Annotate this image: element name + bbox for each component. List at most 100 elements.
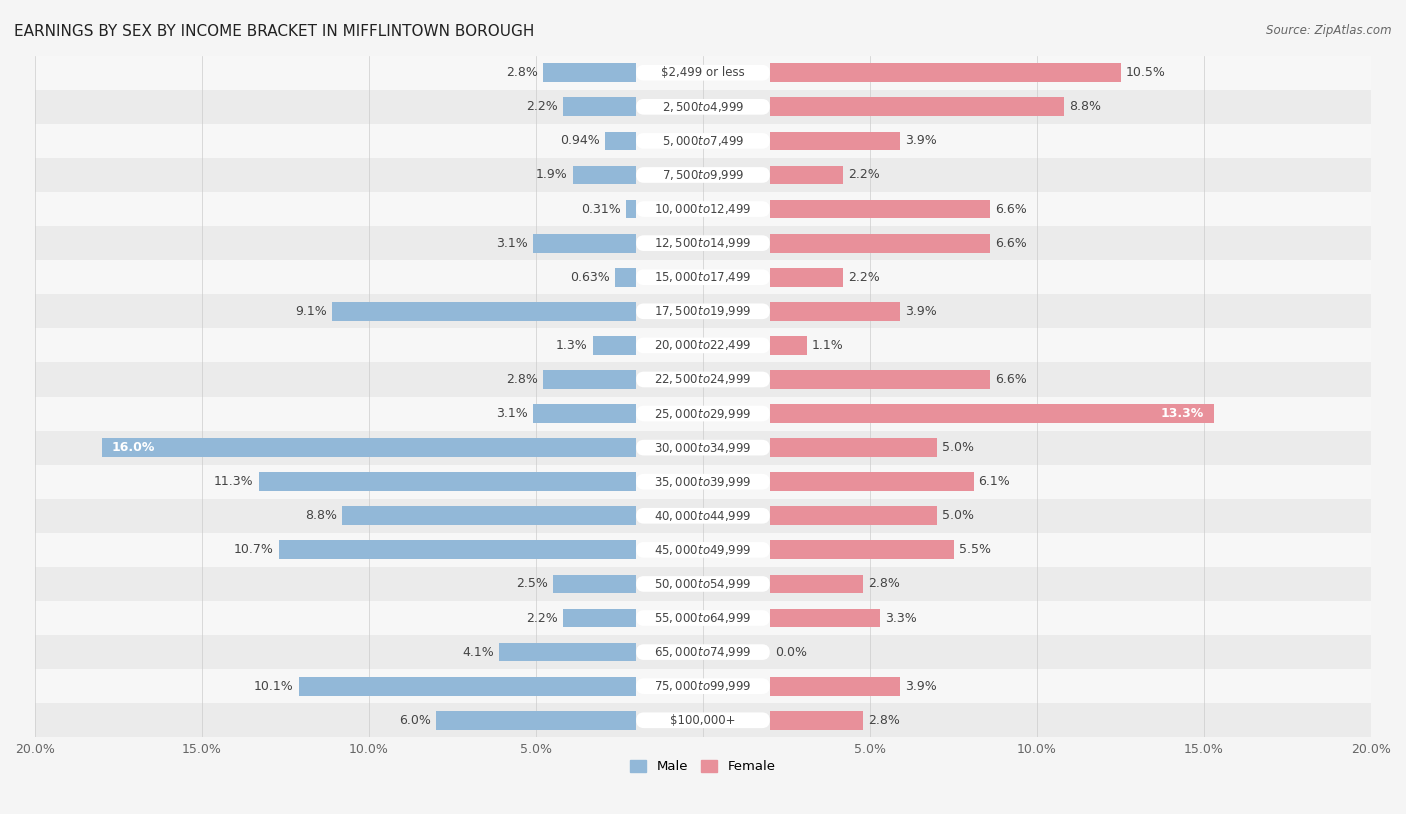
Text: 3.9%: 3.9% [905,680,936,693]
Text: $5,000 to $7,499: $5,000 to $7,499 [662,133,744,148]
Text: 2.2%: 2.2% [526,100,558,113]
Text: 2.8%: 2.8% [869,577,900,590]
Bar [35,601,1371,635]
Text: 6.6%: 6.6% [995,237,1026,250]
Text: 10.7%: 10.7% [233,544,274,556]
Text: 9.1%: 9.1% [295,304,328,317]
Text: 8.8%: 8.8% [1069,100,1101,113]
Text: $55,000 to $64,999: $55,000 to $64,999 [654,611,752,625]
Bar [770,234,990,252]
Bar [35,294,1371,328]
FancyBboxPatch shape [636,405,770,422]
Bar [770,711,863,729]
Bar [605,132,636,151]
Bar [35,90,1371,124]
FancyBboxPatch shape [636,269,770,285]
Bar [35,328,1371,362]
Text: 6.0%: 6.0% [399,714,430,727]
Bar [770,165,844,184]
Text: $75,000 to $99,999: $75,000 to $99,999 [654,679,752,694]
Text: $20,000 to $22,499: $20,000 to $22,499 [654,339,752,352]
Bar [616,268,636,287]
FancyBboxPatch shape [636,440,770,456]
Text: 4.1%: 4.1% [463,646,495,659]
Bar [770,199,990,218]
Text: 3.1%: 3.1% [496,407,527,420]
Bar [259,472,636,491]
Text: $17,500 to $19,999: $17,500 to $19,999 [654,304,752,318]
Text: 1.3%: 1.3% [555,339,588,352]
FancyBboxPatch shape [636,133,770,149]
Bar [299,676,636,695]
FancyBboxPatch shape [636,167,770,183]
Bar [770,132,900,151]
Text: $2,499 or less: $2,499 or less [661,66,745,79]
Bar [35,431,1371,465]
FancyBboxPatch shape [636,644,770,660]
Bar [770,302,900,321]
Bar [770,98,1064,116]
Text: $7,500 to $9,999: $7,500 to $9,999 [662,168,744,182]
Text: 5.5%: 5.5% [959,544,991,556]
Text: Source: ZipAtlas.com: Source: ZipAtlas.com [1267,24,1392,37]
Bar [35,158,1371,192]
Text: 10.5%: 10.5% [1126,66,1166,79]
Text: 13.3%: 13.3% [1161,407,1204,420]
FancyBboxPatch shape [636,474,770,489]
FancyBboxPatch shape [636,576,770,592]
Text: 1.9%: 1.9% [536,168,568,182]
Text: 6.6%: 6.6% [995,373,1026,386]
Bar [533,234,636,252]
Bar [553,575,636,593]
Bar [499,643,636,662]
Text: 1.1%: 1.1% [811,339,844,352]
Text: 2.2%: 2.2% [526,611,558,624]
Text: 3.1%: 3.1% [496,237,527,250]
FancyBboxPatch shape [636,712,770,728]
Bar [770,405,1213,423]
FancyBboxPatch shape [636,201,770,217]
Bar [35,703,1371,737]
Text: $35,000 to $39,999: $35,000 to $39,999 [654,475,752,488]
Text: EARNINGS BY SEX BY INCOME BRACKET IN MIFFLINTOWN BOROUGH: EARNINGS BY SEX BY INCOME BRACKET IN MIF… [14,24,534,39]
Bar [562,98,636,116]
FancyBboxPatch shape [636,338,770,353]
Bar [770,438,936,457]
Text: 2.8%: 2.8% [506,373,537,386]
Bar [342,506,636,525]
Bar [770,472,973,491]
Bar [593,336,636,355]
Text: 10.1%: 10.1% [254,680,294,693]
Bar [278,540,636,559]
Text: $12,500 to $14,999: $12,500 to $14,999 [654,236,752,250]
Text: $45,000 to $49,999: $45,000 to $49,999 [654,543,752,557]
Bar [35,192,1371,226]
Text: 6.6%: 6.6% [995,203,1026,216]
Bar [35,124,1371,158]
Text: 2.2%: 2.2% [848,168,880,182]
Bar [35,396,1371,431]
Bar [35,55,1371,90]
Text: $50,000 to $54,999: $50,000 to $54,999 [654,577,752,591]
FancyBboxPatch shape [636,372,770,387]
FancyBboxPatch shape [636,678,770,694]
Text: 3.3%: 3.3% [884,611,917,624]
FancyBboxPatch shape [636,542,770,558]
Text: $40,000 to $44,999: $40,000 to $44,999 [654,509,752,523]
Bar [35,567,1371,601]
Bar [562,609,636,628]
Text: $65,000 to $74,999: $65,000 to $74,999 [654,646,752,659]
Bar [770,575,863,593]
Bar [572,165,636,184]
Text: $22,500 to $24,999: $22,500 to $24,999 [654,373,752,387]
Text: 5.0%: 5.0% [942,510,974,523]
Bar [770,63,1121,82]
Bar [770,676,900,695]
Text: 3.9%: 3.9% [905,304,936,317]
Text: $30,000 to $34,999: $30,000 to $34,999 [654,440,752,455]
Bar [101,438,636,457]
Bar [35,635,1371,669]
FancyBboxPatch shape [636,99,770,115]
Text: 6.1%: 6.1% [979,475,1011,488]
Text: 2.8%: 2.8% [869,714,900,727]
